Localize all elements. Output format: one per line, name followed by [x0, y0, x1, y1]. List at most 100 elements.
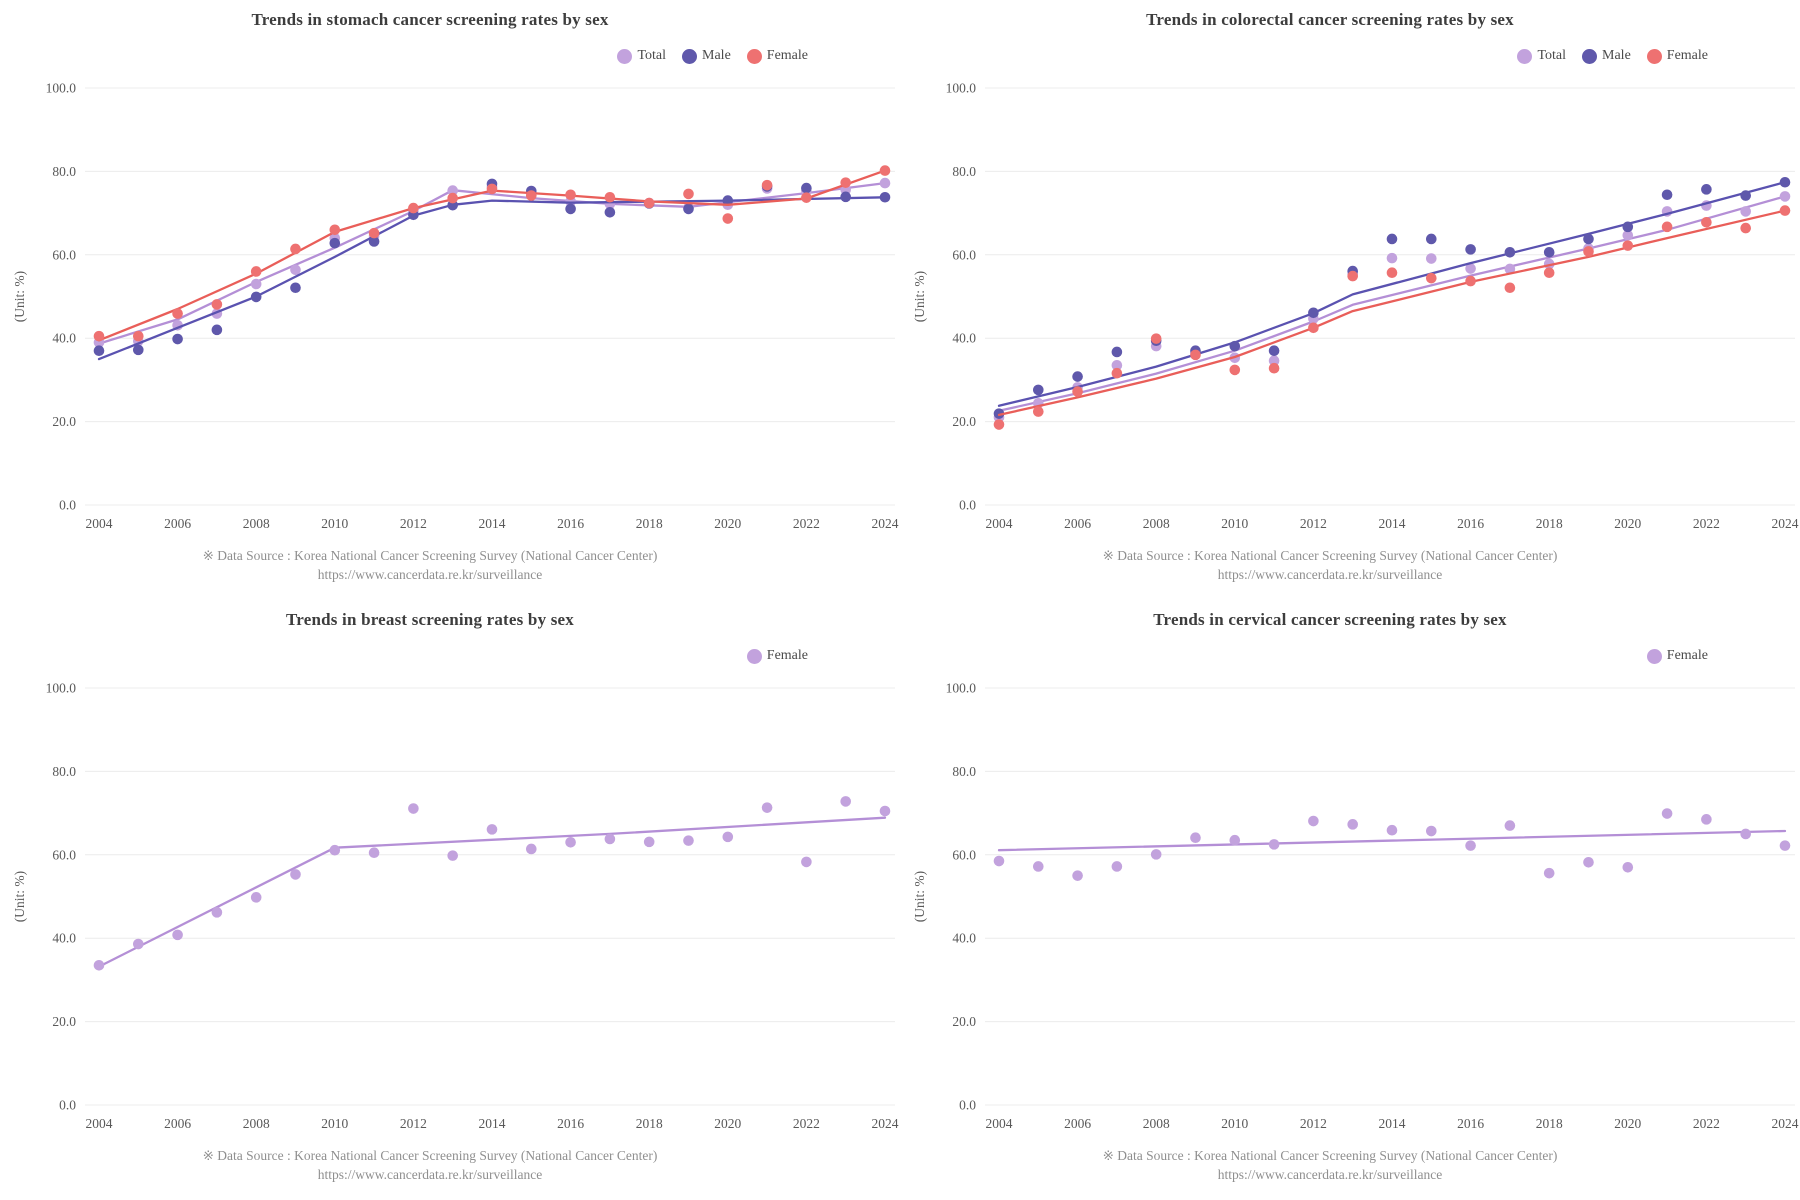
x-tick-label: 2024 — [1772, 516, 1799, 531]
legend-item-male[interactable]: Male — [682, 48, 731, 64]
data-point — [93, 330, 105, 342]
data-point — [408, 803, 419, 814]
x-tick-label: 2014 — [1379, 1116, 1406, 1131]
x-tick-label: 2006 — [1064, 516, 1091, 531]
data-point — [526, 843, 537, 855]
data-point — [250, 892, 262, 903]
data-source-text: ※ Data Source : Korea National Cancer Sc… — [202, 548, 658, 563]
plot-stomach: 0.0 20.0 40.0 60.0 80.0 100.0 2004 2006 2008 2010… — [12, 81, 899, 532]
legend-item-total[interactable]: Total — [617, 48, 666, 64]
x-tick-label: 2014 — [479, 1116, 506, 1131]
data-source-text: ※ Data Source : Korea National Cancer Sc… — [202, 1148, 658, 1163]
y-tick-label: 20.0 — [952, 1014, 976, 1029]
y-axis-unit-label: (Unit: %) — [912, 871, 927, 922]
data-point — [1622, 221, 1634, 233]
legend-cervical: Female — [1646, 648, 1708, 664]
chart-panel-cervical: Trends in cervical cancer screening rate… — [900, 600, 1800, 1200]
chart-footer: ※ Data Source : Korea National Cancer Sc… — [0, 546, 860, 584]
x-tick-label: 2010 — [1221, 1116, 1248, 1131]
data-point — [1072, 371, 1083, 382]
data-point — [93, 960, 105, 971]
data-point — [604, 191, 616, 203]
data-point — [211, 324, 223, 336]
data-point — [1426, 233, 1437, 245]
x-tick-label: 2010 — [321, 516, 348, 531]
legend-label: Female — [766, 48, 808, 63]
data-point — [1386, 267, 1398, 279]
y-tick-label: 0.0 — [59, 1098, 76, 1113]
legend-item-male[interactable]: Male — [1582, 48, 1631, 64]
data-point — [1779, 205, 1791, 216]
data-point — [1701, 184, 1712, 195]
data-point — [368, 236, 380, 247]
data-point — [172, 333, 183, 345]
legend-breast: Female — [746, 648, 808, 664]
x-tick-label: 2014 — [1379, 516, 1406, 531]
data-point — [1386, 233, 1398, 245]
legend-label: Total — [637, 48, 667, 63]
x-tick-label: 2008 — [243, 1116, 270, 1131]
data-point — [1740, 190, 1751, 201]
y-tick-label: 40.0 — [52, 331, 76, 346]
data-point — [1229, 364, 1241, 376]
data-point — [1779, 176, 1791, 188]
data-point — [1504, 282, 1516, 294]
x-tick-label: 2010 — [1221, 516, 1248, 531]
legend-item-female[interactable]: Female — [1646, 48, 1708, 64]
legend-item-female[interactable]: Female — [746, 48, 808, 64]
data-point — [1308, 307, 1319, 319]
data-point — [368, 847, 380, 859]
data-point — [761, 179, 773, 191]
y-tick-label: 100.0 — [46, 81, 77, 96]
data-point — [486, 183, 498, 195]
data-point — [250, 266, 262, 277]
chart-footer: ※ Data Source : Korea National Cancer Sc… — [900, 1146, 1760, 1184]
legend-item-female[interactable]: Female — [1646, 648, 1708, 664]
trend-line-total — [97, 181, 887, 345]
y-axis-unit-label: (Unit: %) — [12, 271, 27, 322]
data-point — [1111, 360, 1123, 371]
x-tick-label: 2004 — [986, 516, 1013, 531]
legend-item-total[interactable]: Total — [1517, 48, 1566, 64]
y-tick-label: 80.0 — [52, 164, 76, 179]
data-point — [1740, 828, 1751, 840]
data-point — [1543, 267, 1555, 279]
x-tick-label: 2018 — [1536, 1116, 1563, 1131]
data-point — [250, 278, 262, 290]
x-tick-label: 2006 — [164, 1116, 191, 1131]
x-tick-label: 2018 — [636, 516, 663, 531]
x-tick-label: 2008 — [1143, 1116, 1170, 1131]
x-tick-label: 2024 — [1772, 1116, 1799, 1131]
data-point — [840, 796, 851, 807]
data-point — [290, 282, 301, 294]
data-point — [1190, 349, 1201, 361]
data-point — [993, 419, 1005, 430]
legend-swatch-icon — [746, 648, 762, 664]
data-point — [1465, 275, 1476, 287]
x-tick-label: 2012 — [400, 1116, 427, 1131]
data-point — [368, 227, 380, 239]
data-point — [1033, 861, 1044, 872]
data-point — [290, 264, 301, 276]
legend-label: Female — [766, 648, 808, 663]
data-point — [1622, 240, 1634, 251]
data-point — [683, 188, 694, 200]
data-point — [840, 177, 851, 188]
legend-swatch-icon — [746, 48, 762, 64]
data-point — [486, 824, 498, 835]
data-point — [1465, 263, 1476, 274]
data-point — [1347, 270, 1358, 282]
legend-item-female[interactable]: Female — [746, 648, 808, 664]
data-point — [1111, 861, 1123, 872]
data-source-url: https://www.cancerdata.re.kr/surveillanc… — [317, 567, 543, 582]
x-tick-label: 2018 — [636, 1116, 663, 1131]
data-point — [879, 191, 891, 203]
data-point — [1583, 246, 1594, 257]
x-tick-label: 2022 — [793, 516, 820, 531]
data-point — [565, 836, 576, 848]
data-point — [1661, 189, 1673, 201]
x-tick-label: 2016 — [557, 516, 584, 531]
chart-title-breast: Trends in breast screening rates by sex — [286, 610, 574, 629]
data-point — [1779, 840, 1791, 851]
data-point — [1622, 229, 1634, 241]
